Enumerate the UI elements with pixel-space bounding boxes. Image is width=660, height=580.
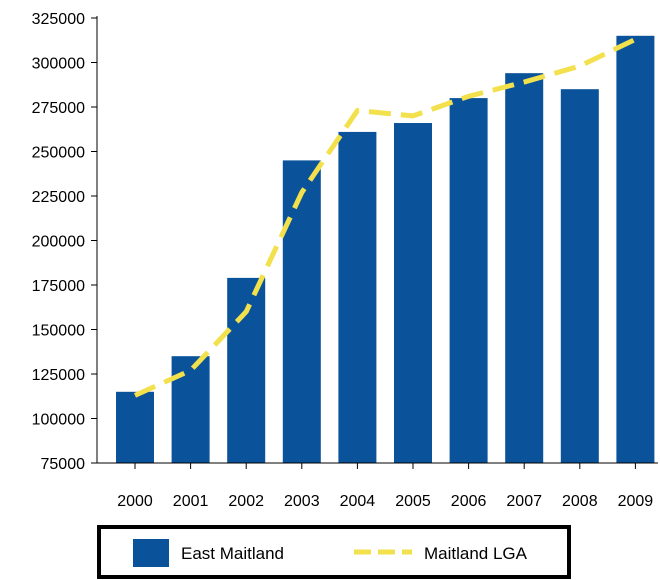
x-tick-label: 2002: [228, 493, 264, 510]
bar: [394, 123, 432, 464]
x-tick-label: 2009: [618, 493, 654, 510]
x-tick-label: 2004: [340, 493, 376, 510]
x-tick-label: 2007: [506, 493, 542, 510]
y-axis-ticks: 75000 100000 125000 150000 175000 200000 22500…: [32, 11, 97, 473]
bar: [338, 131, 377, 464]
y-tick-label: 250000: [32, 145, 85, 162]
bar: [560, 89, 599, 463]
x-tick-label: 2003: [284, 493, 320, 510]
bar: [616, 35, 655, 464]
y-tick-label: 200000: [32, 234, 85, 251]
bar: [449, 98, 488, 463]
line-series: [133, 37, 637, 398]
y-tick-label: 100000: [32, 412, 85, 429]
legend-label-maitland-lga: Maitland LGA: [424, 544, 528, 563]
legend-swatch-east-maitland: [133, 539, 169, 567]
x-tick-label: 2005: [395, 493, 431, 510]
line-maitland-lga: [133, 37, 637, 398]
y-tick-label: 325000: [32, 11, 85, 28]
bar: [227, 277, 266, 463]
x-tick-label: 2000: [117, 493, 153, 510]
y-tick-label: 125000: [32, 367, 85, 384]
bar-series: [116, 35, 655, 464]
y-tick-label: 75000: [41, 456, 86, 473]
legend-label-east-maitland: East Maitland: [181, 544, 284, 563]
y-tick-label: 150000: [32, 323, 85, 340]
bar: [282, 160, 321, 463]
y-tick-label: 175000: [32, 278, 85, 295]
bar: [116, 391, 154, 463]
x-tick-label: 2008: [562, 493, 598, 510]
y-tick-label: 275000: [32, 100, 85, 117]
bar: [171, 356, 210, 463]
bar: [505, 73, 544, 464]
legend-frame: [97, 525, 571, 579]
x-tick-label: 2001: [173, 493, 209, 510]
y-tick-label: 300000: [32, 56, 85, 73]
x-tick-label: 2006: [451, 493, 487, 510]
y-tick-label: 225000: [32, 189, 85, 206]
legend: East Maitland Maitland LGA: [97, 525, 571, 579]
x-axis-ticks: 2000 2001 2002 2003 2004 2005 2006 2007 2008 2009: [117, 463, 653, 510]
